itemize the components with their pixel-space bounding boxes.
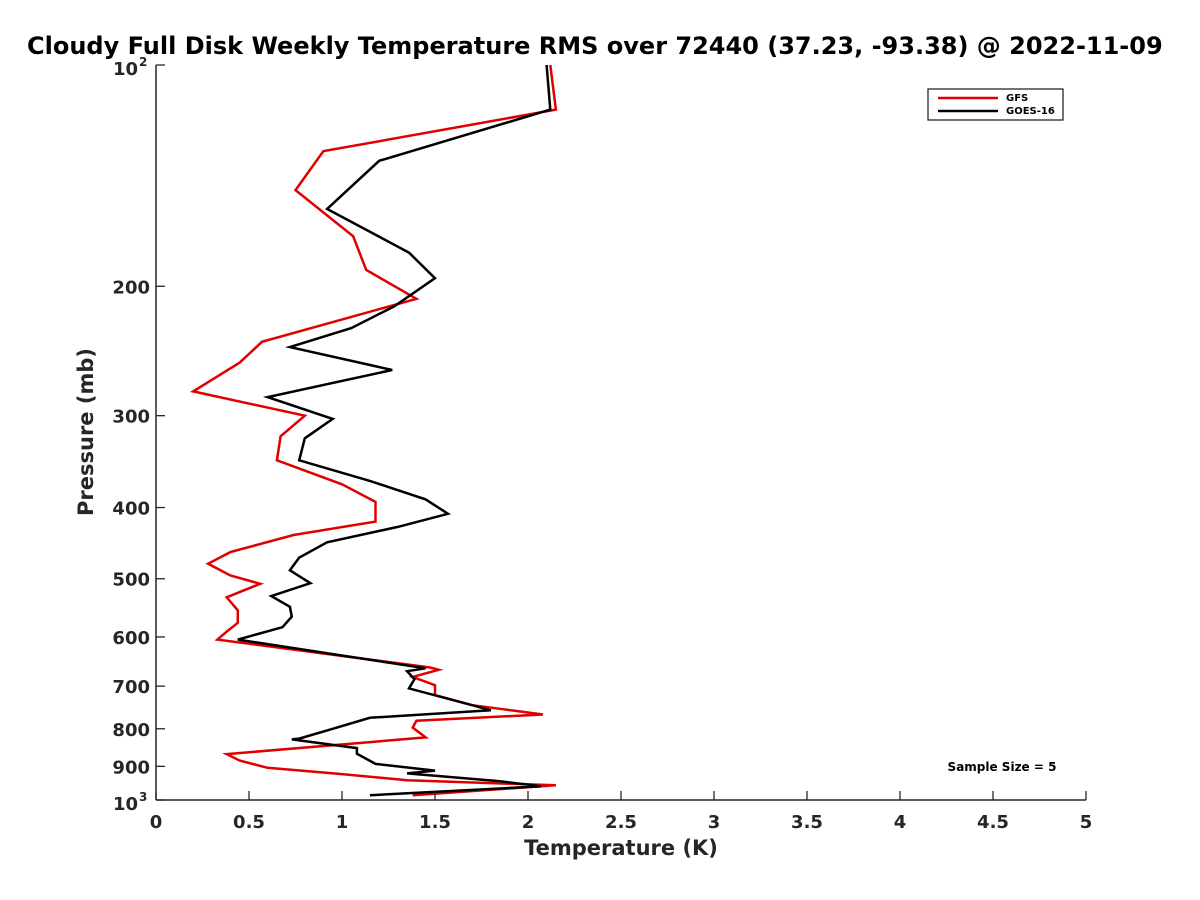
legend: GFS GOES-16	[927, 88, 1064, 121]
y-tick-exponent: 2	[139, 55, 147, 69]
x-tick-label: 2	[522, 812, 535, 833]
y-tick-label: 600	[112, 628, 150, 649]
chart-title: Cloudy Full Disk Weekly Temperature RMS …	[27, 32, 1163, 60]
x-ticks: 0 0.5 1 1.5 2 2.5 3 3.5 4 4.5 5	[150, 791, 1093, 833]
x-tick-label: 4.5	[977, 812, 1009, 833]
y-tick-label: 200	[112, 277, 150, 298]
x-tick-label: 4	[894, 812, 907, 833]
x-tick-label: 3.5	[791, 812, 823, 833]
y-tick-label: 700	[112, 677, 150, 698]
series-line-goes16	[237, 64, 552, 797]
legend-label-gfs: GFS	[1006, 93, 1028, 104]
x-axis-label: Temperature (K)	[524, 836, 718, 860]
plot-lines	[189, 64, 558, 797]
sample-size-annotation: Sample Size = 5	[948, 760, 1057, 774]
x-tick-label: 1	[336, 812, 349, 833]
x-tick-label: 5	[1080, 812, 1093, 833]
legend-box	[927, 88, 1064, 121]
y-axis-label: Pressure (mb)	[74, 348, 98, 516]
series-line-gfs	[189, 64, 558, 797]
y-tick-label: 300	[112, 407, 150, 428]
y-tick-label: 10	[113, 59, 138, 80]
y-tick-label: 900	[112, 757, 150, 778]
y-tick-label: 500	[112, 570, 150, 591]
x-tick-label: 3	[708, 812, 721, 833]
y-tick-label: 10	[113, 794, 138, 815]
legend-label-goes16: GOES-16	[1006, 106, 1055, 117]
x-tick-label: 0.5	[233, 812, 265, 833]
y-tick-label: 400	[112, 499, 150, 520]
y-tick-exponent: 3	[139, 790, 147, 804]
x-tick-label: 1.5	[419, 812, 451, 833]
x-tick-label: 2.5	[605, 812, 637, 833]
y-tick-label: 800	[112, 720, 150, 741]
x-tick-label: 0	[150, 812, 163, 833]
